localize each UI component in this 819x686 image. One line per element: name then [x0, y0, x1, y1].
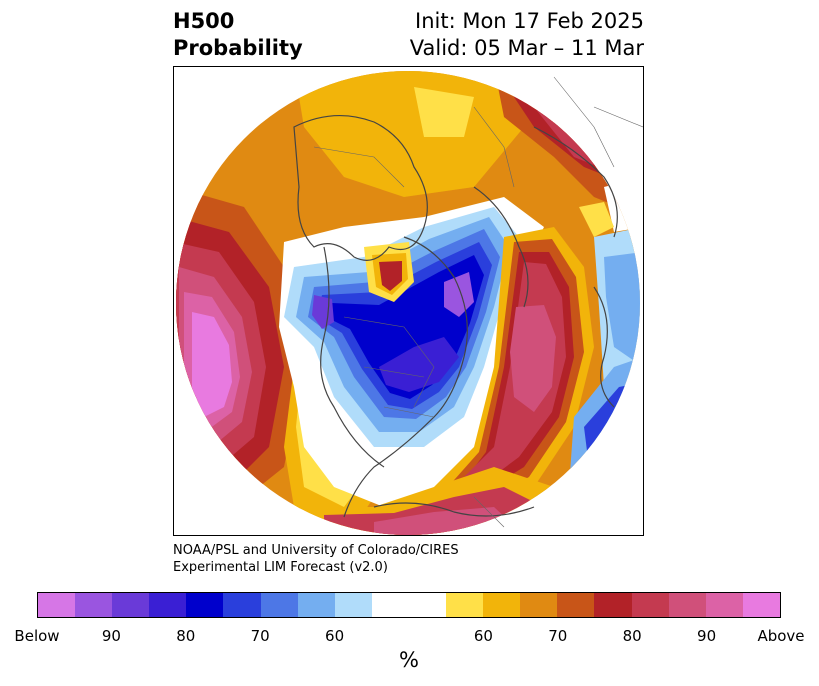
probability-colorbar — [37, 592, 781, 618]
colorbar-above-bin-4 — [594, 593, 632, 617]
colorbar-below-bin-2 — [112, 593, 150, 617]
colorbar-tick-label: 60 — [325, 627, 345, 645]
colorbar-below-bin-1 — [75, 593, 113, 617]
border-lines — [313, 76, 643, 528]
coastline-overlay — [293, 115, 618, 518]
polar-map-svg — [176, 71, 643, 535]
credit-line-1: NOAA/PSL and University of Colorado/CIRE… — [173, 543, 459, 558]
colorbar-tick-label: 70 — [250, 627, 270, 645]
colorbar-above-bin-6 — [668, 593, 706, 617]
colorbar-above-bin-8 — [742, 593, 780, 617]
credit-line-2: Experimental LIM Forecast (v2.0) — [173, 560, 388, 575]
colorbar-neutral-bin — [371, 593, 447, 617]
colorbar-tick-label: Above — [757, 627, 805, 645]
colorbar-below-bin-3 — [149, 593, 187, 617]
colorbar-tick-label: 60 — [473, 627, 493, 645]
colorbar-above-bin-5 — [631, 593, 669, 617]
colorbar-below-bin-8 — [334, 593, 372, 617]
title-left: H500 Probability — [173, 8, 303, 62]
title-metric: Probability — [173, 36, 303, 60]
credit-text: NOAA/PSL and University of Colorado/CIRE… — [173, 542, 459, 576]
colorbar-below-bin-5 — [223, 593, 261, 617]
colorbar-tick-label: 70 — [548, 627, 568, 645]
colorbar-above-bin-7 — [705, 593, 743, 617]
colorbar-tick-label: 90 — [101, 627, 121, 645]
colorbar-above-bin-0 — [446, 593, 484, 617]
colorbar-unit-label: % — [399, 648, 419, 672]
colorbar-below-bin-4 — [186, 593, 224, 617]
title-right: Init: Mon 17 Feb 2025 Valid: 05 Mar – 11… — [410, 8, 644, 62]
colorbar-tick-label: Below — [14, 627, 60, 645]
colorbar-above-bin-1 — [483, 593, 521, 617]
colorbar-tick-label: 90 — [697, 627, 717, 645]
probability-field — [176, 71, 640, 535]
colorbar-tick-label: 80 — [176, 627, 196, 645]
valid-range: Valid: 05 Mar – 11 Mar — [409, 36, 644, 60]
colorbar-above-bin-2 — [520, 593, 558, 617]
title-variable: H500 — [173, 9, 235, 33]
colorbar-below-bin-0 — [38, 593, 76, 617]
colorbar-tick-label: 80 — [622, 627, 642, 645]
init-date: Init: Mon 17 Feb 2025 — [415, 9, 644, 33]
colorbar-above-bin-3 — [557, 593, 595, 617]
colorbar-below-bin-7 — [297, 593, 335, 617]
probability-map — [173, 66, 644, 536]
colorbar-below-bin-6 — [260, 593, 298, 617]
